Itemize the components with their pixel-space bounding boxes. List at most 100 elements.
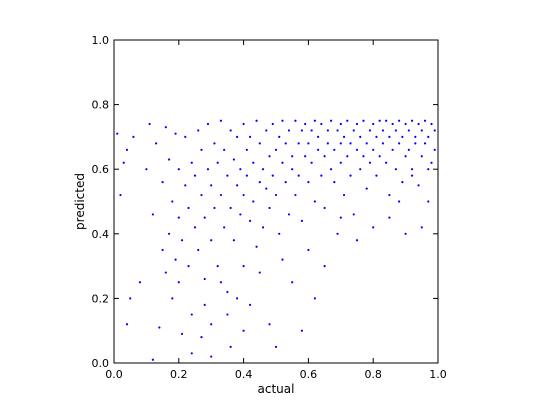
data-point: [167, 232, 171, 235]
data-point: [333, 148, 336, 151]
data-point: [388, 135, 391, 138]
data-point: [281, 258, 284, 261]
data-point: [339, 142, 342, 145]
data-point: [210, 239, 213, 242]
data-point: [427, 200, 430, 203]
data-point: [161, 181, 164, 184]
data-point: [375, 135, 378, 138]
data-points: [116, 119, 436, 361]
data-point: [410, 174, 414, 177]
data-point: [284, 142, 287, 145]
data-point: [174, 132, 177, 135]
x-tick-label: 1.0: [429, 368, 447, 381]
data-point: [385, 161, 388, 164]
data-point: [125, 323, 129, 326]
data-point: [359, 168, 362, 171]
data-point: [329, 119, 333, 122]
data-point: [245, 174, 248, 177]
data-point: [206, 122, 210, 126]
data-point: [216, 161, 219, 164]
data-point: [232, 158, 235, 161]
data-point: [365, 142, 368, 145]
data-point: [329, 168, 333, 171]
data-point: [268, 206, 271, 210]
data-point: [317, 148, 320, 151]
data-point: [430, 161, 433, 164]
data-point: [193, 226, 197, 229]
data-point: [310, 161, 313, 164]
data-point: [193, 174, 197, 177]
data-point: [210, 355, 213, 358]
data-point: [255, 119, 258, 122]
data-point: [365, 187, 368, 190]
data-point: [304, 155, 307, 158]
data-point: [300, 329, 304, 332]
data-point: [346, 155, 349, 158]
data-point: [287, 213, 291, 216]
data-point: [203, 277, 206, 281]
data-point: [372, 226, 375, 229]
data-point: [210, 323, 213, 326]
data-point: [420, 129, 423, 132]
data-point: [336, 232, 339, 235]
data-point: [203, 216, 206, 219]
data-point: [320, 174, 323, 177]
data-point: [394, 129, 397, 132]
data-point: [265, 187, 268, 190]
y-tick-label: 0.8: [92, 99, 110, 112]
data-point: [239, 213, 242, 216]
data-point: [219, 193, 223, 197]
data-point: [278, 232, 281, 235]
data-point: [323, 265, 326, 268]
data-point: [203, 303, 206, 306]
y-axis-label: predicted: [73, 173, 87, 230]
data-point: [167, 158, 171, 161]
x-tick-label: 0.0: [105, 368, 123, 381]
data-point: [197, 248, 200, 252]
data-point: [352, 129, 355, 132]
data-point: [239, 168, 242, 171]
data-point: [255, 245, 258, 248]
data-point: [248, 303, 252, 306]
data-point: [229, 345, 232, 348]
data-point: [333, 181, 336, 184]
data-point: [300, 129, 304, 132]
data-point: [161, 248, 164, 252]
data-point: [313, 297, 316, 300]
data-point: [352, 213, 355, 216]
data-point: [129, 297, 132, 300]
data-point: [291, 168, 294, 171]
data-point: [398, 142, 401, 145]
data-point: [200, 336, 203, 339]
data-point: [229, 129, 232, 132]
data-point: [271, 122, 274, 126]
data-point: [381, 142, 385, 145]
data-point: [362, 155, 365, 158]
data-point: [197, 129, 200, 132]
data-point: [420, 155, 423, 158]
data-point: [339, 216, 342, 219]
data-point: [362, 119, 365, 122]
data-point: [223, 148, 226, 151]
data-point: [252, 200, 255, 203]
data-point: [155, 142, 158, 145]
data-point: [245, 148, 248, 151]
data-point: [372, 148, 375, 151]
data-point: [226, 290, 229, 294]
data-point: [326, 129, 329, 132]
data-point: [355, 148, 359, 151]
data-point: [385, 119, 388, 122]
data-point: [342, 135, 346, 138]
data-point: [187, 206, 190, 210]
data-point: [148, 122, 151, 126]
data-point: [398, 200, 401, 203]
data-point: [404, 155, 407, 158]
data-point: [313, 200, 316, 203]
data-point: [265, 129, 268, 132]
data-point: [304, 122, 307, 126]
x-tick-label: 0.2: [170, 368, 188, 381]
data-point: [359, 135, 362, 138]
y-tick-label: 0.2: [92, 292, 110, 305]
data-point: [410, 168, 414, 171]
data-point: [271, 174, 274, 177]
